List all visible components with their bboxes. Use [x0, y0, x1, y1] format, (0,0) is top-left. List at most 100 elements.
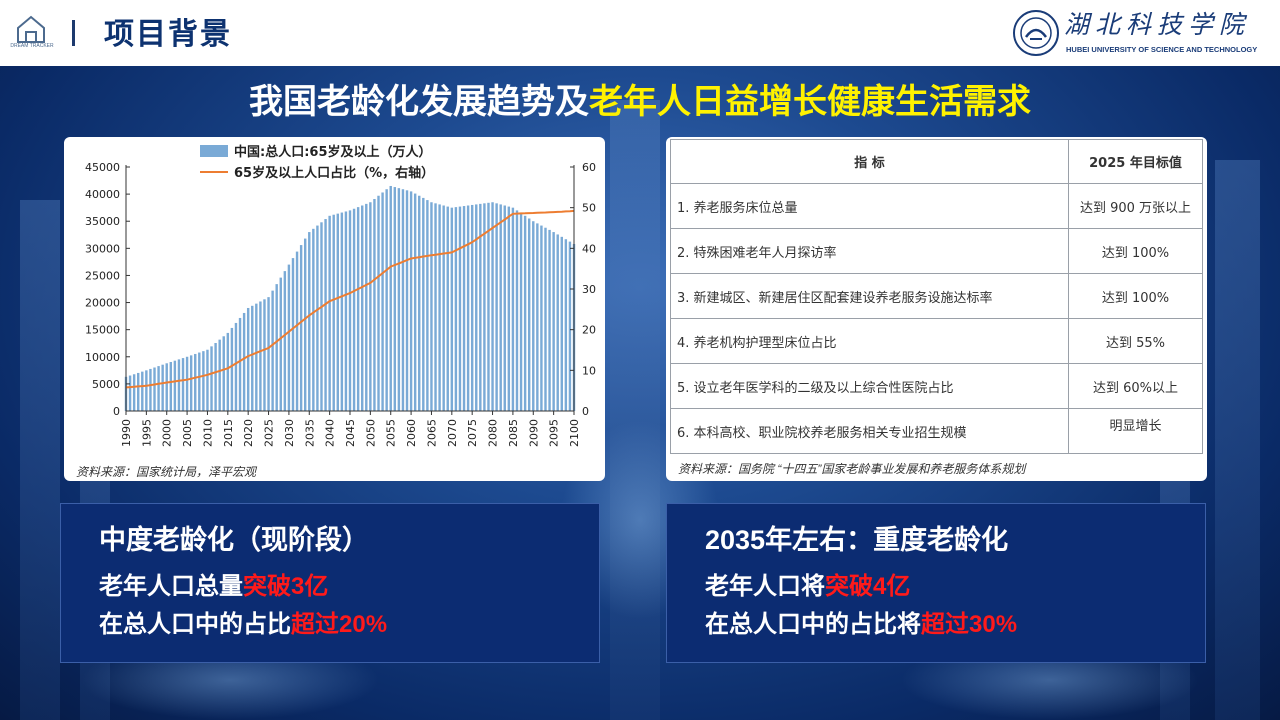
- bar: [426, 200, 429, 411]
- bar: [214, 343, 217, 411]
- target-cell: 达到 60%以上: [1068, 363, 1203, 409]
- bar: [369, 202, 372, 411]
- bar: [515, 210, 519, 411]
- line-text: 在总人口中的占比: [99, 611, 291, 638]
- y-tick-label-left: 15000: [85, 324, 120, 337]
- bar: [511, 207, 515, 411]
- bar: [418, 195, 421, 411]
- bar: [442, 205, 445, 411]
- bar: [259, 301, 262, 411]
- logo-subtitle: DREAM TRACKER: [10, 43, 54, 49]
- target-cell: 达到 55%: [1068, 318, 1203, 364]
- bar: [275, 284, 278, 411]
- bar: [438, 204, 441, 411]
- bar: [422, 197, 425, 411]
- bar: [523, 215, 527, 411]
- x-tick-label: 2070: [446, 419, 459, 447]
- bar: [332, 214, 335, 411]
- y-tick-label-left: 5000: [92, 378, 120, 391]
- x-tick-label: 2090: [527, 419, 540, 447]
- bar: [230, 327, 234, 411]
- headline: 我国老龄化发展趋势及老年人日益增长健康生活需求: [0, 80, 1280, 124]
- target-cell: 达到 100%: [1068, 228, 1203, 274]
- x-tick-label: 2075: [466, 419, 479, 447]
- bar: [454, 207, 458, 411]
- headline-white: 我国老龄化发展趋势及: [249, 83, 589, 121]
- bar: [308, 232, 311, 411]
- x-tick-label: 1990: [120, 419, 133, 447]
- line-highlight: 突破3亿: [243, 573, 329, 600]
- target-cell: 明显增长: [1068, 408, 1203, 454]
- bar: [218, 339, 221, 411]
- bar: [413, 193, 417, 411]
- table-card: 指 标 2025 年目标值 1. 养老服务床位总量 达到 900 万张以上 2.…: [666, 137, 1207, 481]
- headline-yellow: 老年人日益增长健康生活需求: [589, 83, 1031, 121]
- bar: [283, 271, 287, 411]
- bar: [365, 203, 368, 411]
- bar: [279, 277, 282, 411]
- bar: [361, 205, 364, 411]
- y-tick-label-right: 30: [582, 283, 596, 296]
- x-tick-label: 2055: [385, 419, 398, 447]
- bar: [340, 212, 344, 411]
- target-cell: 达到 100%: [1068, 273, 1203, 319]
- x-tick-label: 2030: [283, 419, 296, 447]
- bar: [568, 241, 572, 411]
- x-tick-label: 2065: [425, 419, 438, 447]
- legend-label-bars: 中国:总人口:65岁及以上（万人）: [234, 144, 432, 160]
- bar: [185, 356, 189, 411]
- x-tick-label: 2020: [242, 419, 255, 447]
- table-header-row: 指 标 2025 年目标值: [670, 139, 1203, 184]
- bar: [161, 364, 164, 411]
- bar: [491, 202, 494, 411]
- bar: [267, 297, 270, 411]
- panel-line-2: 在总人口中的占比将超过30%: [705, 610, 1017, 640]
- bar: [348, 210, 352, 411]
- x-tick-label: 2050: [364, 419, 377, 447]
- bar: [153, 367, 156, 411]
- bar: [238, 317, 242, 411]
- bar: [519, 213, 523, 411]
- bar: [446, 206, 449, 411]
- bar: [173, 360, 177, 411]
- university-name-cn: 湖北科技学院: [1064, 10, 1251, 39]
- header-indicator: 指 标: [670, 139, 1069, 184]
- table-row: 5. 设立老年医学科的二级及以上综合性医院占比 达到 60%以上: [670, 363, 1203, 409]
- y-tick-label-left: 0: [113, 405, 120, 418]
- bar: [344, 211, 348, 411]
- y-tick-label-right: 60: [582, 161, 596, 174]
- y-tick-label-right: 20: [582, 324, 596, 337]
- bar: [316, 225, 319, 411]
- line-series: [125, 209, 575, 389]
- bar: [271, 290, 274, 411]
- x-tick-label: 2045: [344, 419, 357, 447]
- bar: [487, 202, 490, 411]
- bar: [503, 205, 506, 411]
- bar: [320, 222, 323, 411]
- x-tick-label: 2085: [507, 419, 520, 447]
- bar: [194, 353, 197, 411]
- bar: [499, 204, 502, 411]
- bar: [177, 359, 181, 411]
- bar: [132, 374, 136, 411]
- bar: [430, 202, 433, 411]
- population-chart: 0500010000150002000025000300003500040000…: [85, 144, 596, 447]
- x-tick-label: 2080: [487, 419, 500, 447]
- bar: [393, 187, 397, 411]
- x-tick-label: 2035: [303, 419, 316, 447]
- y-tick-label-right: 50: [582, 202, 596, 215]
- bar: [157, 366, 160, 411]
- bar: [181, 358, 185, 411]
- line-text: 老年人口将: [705, 573, 825, 600]
- bar: [381, 192, 384, 411]
- header-target: 2025 年目标值: [1068, 139, 1203, 184]
- table-row: 4. 养老机构护理型床位占比 达到 55%: [670, 318, 1203, 364]
- university-seal-icon: [1012, 9, 1060, 57]
- table-row: 3. 新建城区、新建居住区配套建设养老服务设施达标率 达到 100%: [670, 273, 1203, 319]
- bar: [202, 351, 205, 411]
- y-tick-label-right: 10: [582, 364, 596, 377]
- y-tick-label-left: 10000: [85, 351, 120, 364]
- bar: [458, 206, 462, 411]
- header-bar: DREAM TRACKER 项目背景 湖北科技学院 HUBEI UNIVERSI…: [0, 0, 1280, 66]
- x-tick-label: 2095: [548, 419, 561, 447]
